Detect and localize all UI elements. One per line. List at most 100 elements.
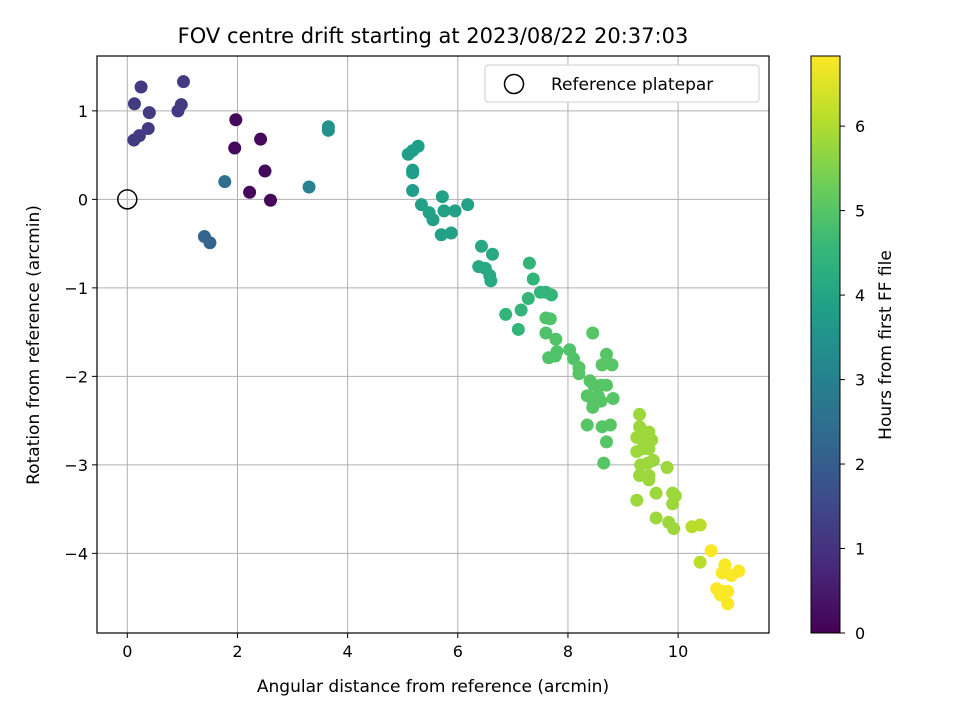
data-point — [448, 204, 462, 218]
colorbar-tick-label: 2 — [855, 455, 865, 474]
colorbar-tick-label: 3 — [855, 371, 865, 390]
data-point — [630, 493, 644, 507]
data-point — [229, 113, 243, 127]
data-point — [434, 228, 448, 242]
data-point — [258, 164, 272, 178]
data-point — [544, 288, 558, 302]
data-point — [514, 303, 528, 317]
data-point — [203, 236, 217, 250]
data-point — [660, 461, 674, 475]
data-point — [642, 473, 656, 487]
axis-ticks: 0 2 4 6 8 10 −4 −3 −2 −1 0 1 — [64, 102, 688, 661]
data-point — [667, 522, 681, 536]
data-point — [411, 139, 425, 153]
data-point — [134, 80, 148, 94]
x-tick-label: 6 — [453, 642, 463, 661]
data-point — [693, 518, 707, 532]
data-point — [693, 555, 707, 569]
data-point — [406, 184, 420, 198]
data-point — [539, 326, 553, 340]
data-point — [605, 358, 619, 372]
reference-platepar-marker — [117, 189, 138, 210]
chart-title: FOV centre drift starting at 2023/08/22 … — [178, 24, 689, 48]
data-point — [264, 193, 278, 207]
data-point — [586, 326, 600, 340]
y-tick-label: −2 — [64, 367, 88, 386]
data-point — [499, 307, 513, 321]
x-tick-label: 8 — [563, 642, 573, 661]
data-point — [549, 332, 563, 346]
data-point — [437, 204, 451, 218]
legend-entry-reference: Reference platepar — [551, 75, 713, 95]
data-point — [461, 198, 475, 212]
data-point — [714, 588, 728, 602]
data-point — [406, 166, 420, 180]
data-point — [127, 97, 141, 111]
colorbar-gradient — [810, 55, 841, 634]
data-point — [254, 132, 268, 146]
data-point — [484, 274, 498, 288]
data-point — [666, 497, 680, 511]
colorbar-tick-label: 1 — [855, 540, 865, 559]
data-point — [526, 272, 540, 286]
data-point — [721, 597, 735, 611]
data-point — [586, 400, 600, 414]
data-point — [522, 256, 536, 270]
colorbar-tick-label: 6 — [855, 117, 865, 136]
data-point — [218, 175, 232, 189]
y-axis-label: Rotation from reference (arcmin) — [24, 205, 44, 485]
data-points — [117, 75, 746, 611]
data-point — [600, 347, 614, 361]
data-point — [321, 123, 335, 137]
data-point — [228, 141, 242, 155]
colorbar-ticks: 0 1 2 3 4 5 6 — [840, 117, 865, 643]
data-point — [302, 180, 316, 194]
x-tick-label: 0 — [122, 642, 132, 661]
data-point — [426, 213, 440, 227]
legend: Reference platepar — [484, 64, 760, 103]
data-point — [511, 322, 525, 336]
grid-lines — [97, 56, 769, 633]
data-point — [435, 190, 449, 204]
colorbar-tick-label: 5 — [855, 202, 865, 221]
data-point — [127, 133, 141, 147]
data-point — [485, 247, 499, 261]
data-point — [649, 486, 663, 500]
colorbar-tick-label: 4 — [855, 286, 865, 305]
data-point — [642, 442, 656, 456]
data-point — [243, 185, 257, 199]
data-point — [595, 358, 609, 372]
colorbar: 0 1 2 3 4 5 6 Hours from first FF file — [810, 55, 896, 643]
legend-box — [484, 64, 760, 103]
data-point — [704, 544, 718, 558]
y-tick-label: −4 — [64, 544, 88, 563]
x-tick-label: 4 — [343, 642, 353, 661]
data-point — [600, 378, 614, 392]
data-point — [646, 453, 660, 467]
colorbar-label: Hours from first FF file — [876, 250, 896, 440]
data-point — [176, 75, 190, 89]
data-point — [174, 98, 188, 112]
data-point — [572, 367, 586, 381]
x-tick-label: 10 — [668, 642, 688, 661]
x-tick-label: 2 — [232, 642, 242, 661]
y-tick-label: −1 — [64, 279, 88, 298]
data-point — [725, 568, 739, 582]
y-tick-label: −3 — [64, 456, 88, 475]
colorbar-tick-label: 0 — [855, 624, 865, 643]
data-point — [543, 312, 557, 326]
data-point — [597, 456, 611, 470]
data-point — [649, 511, 663, 525]
data-point — [474, 239, 488, 253]
y-tick-label: 0 — [78, 190, 88, 209]
x-axis-label: Angular distance from reference (arcmin) — [257, 677, 609, 697]
y-tick-label: 1 — [78, 102, 88, 121]
data-point — [141, 122, 155, 136]
data-point — [548, 349, 562, 363]
data-point — [603, 418, 617, 432]
data-point — [606, 391, 620, 405]
data-point — [580, 418, 594, 432]
plot-frame — [96, 55, 770, 634]
data-point — [633, 407, 647, 421]
